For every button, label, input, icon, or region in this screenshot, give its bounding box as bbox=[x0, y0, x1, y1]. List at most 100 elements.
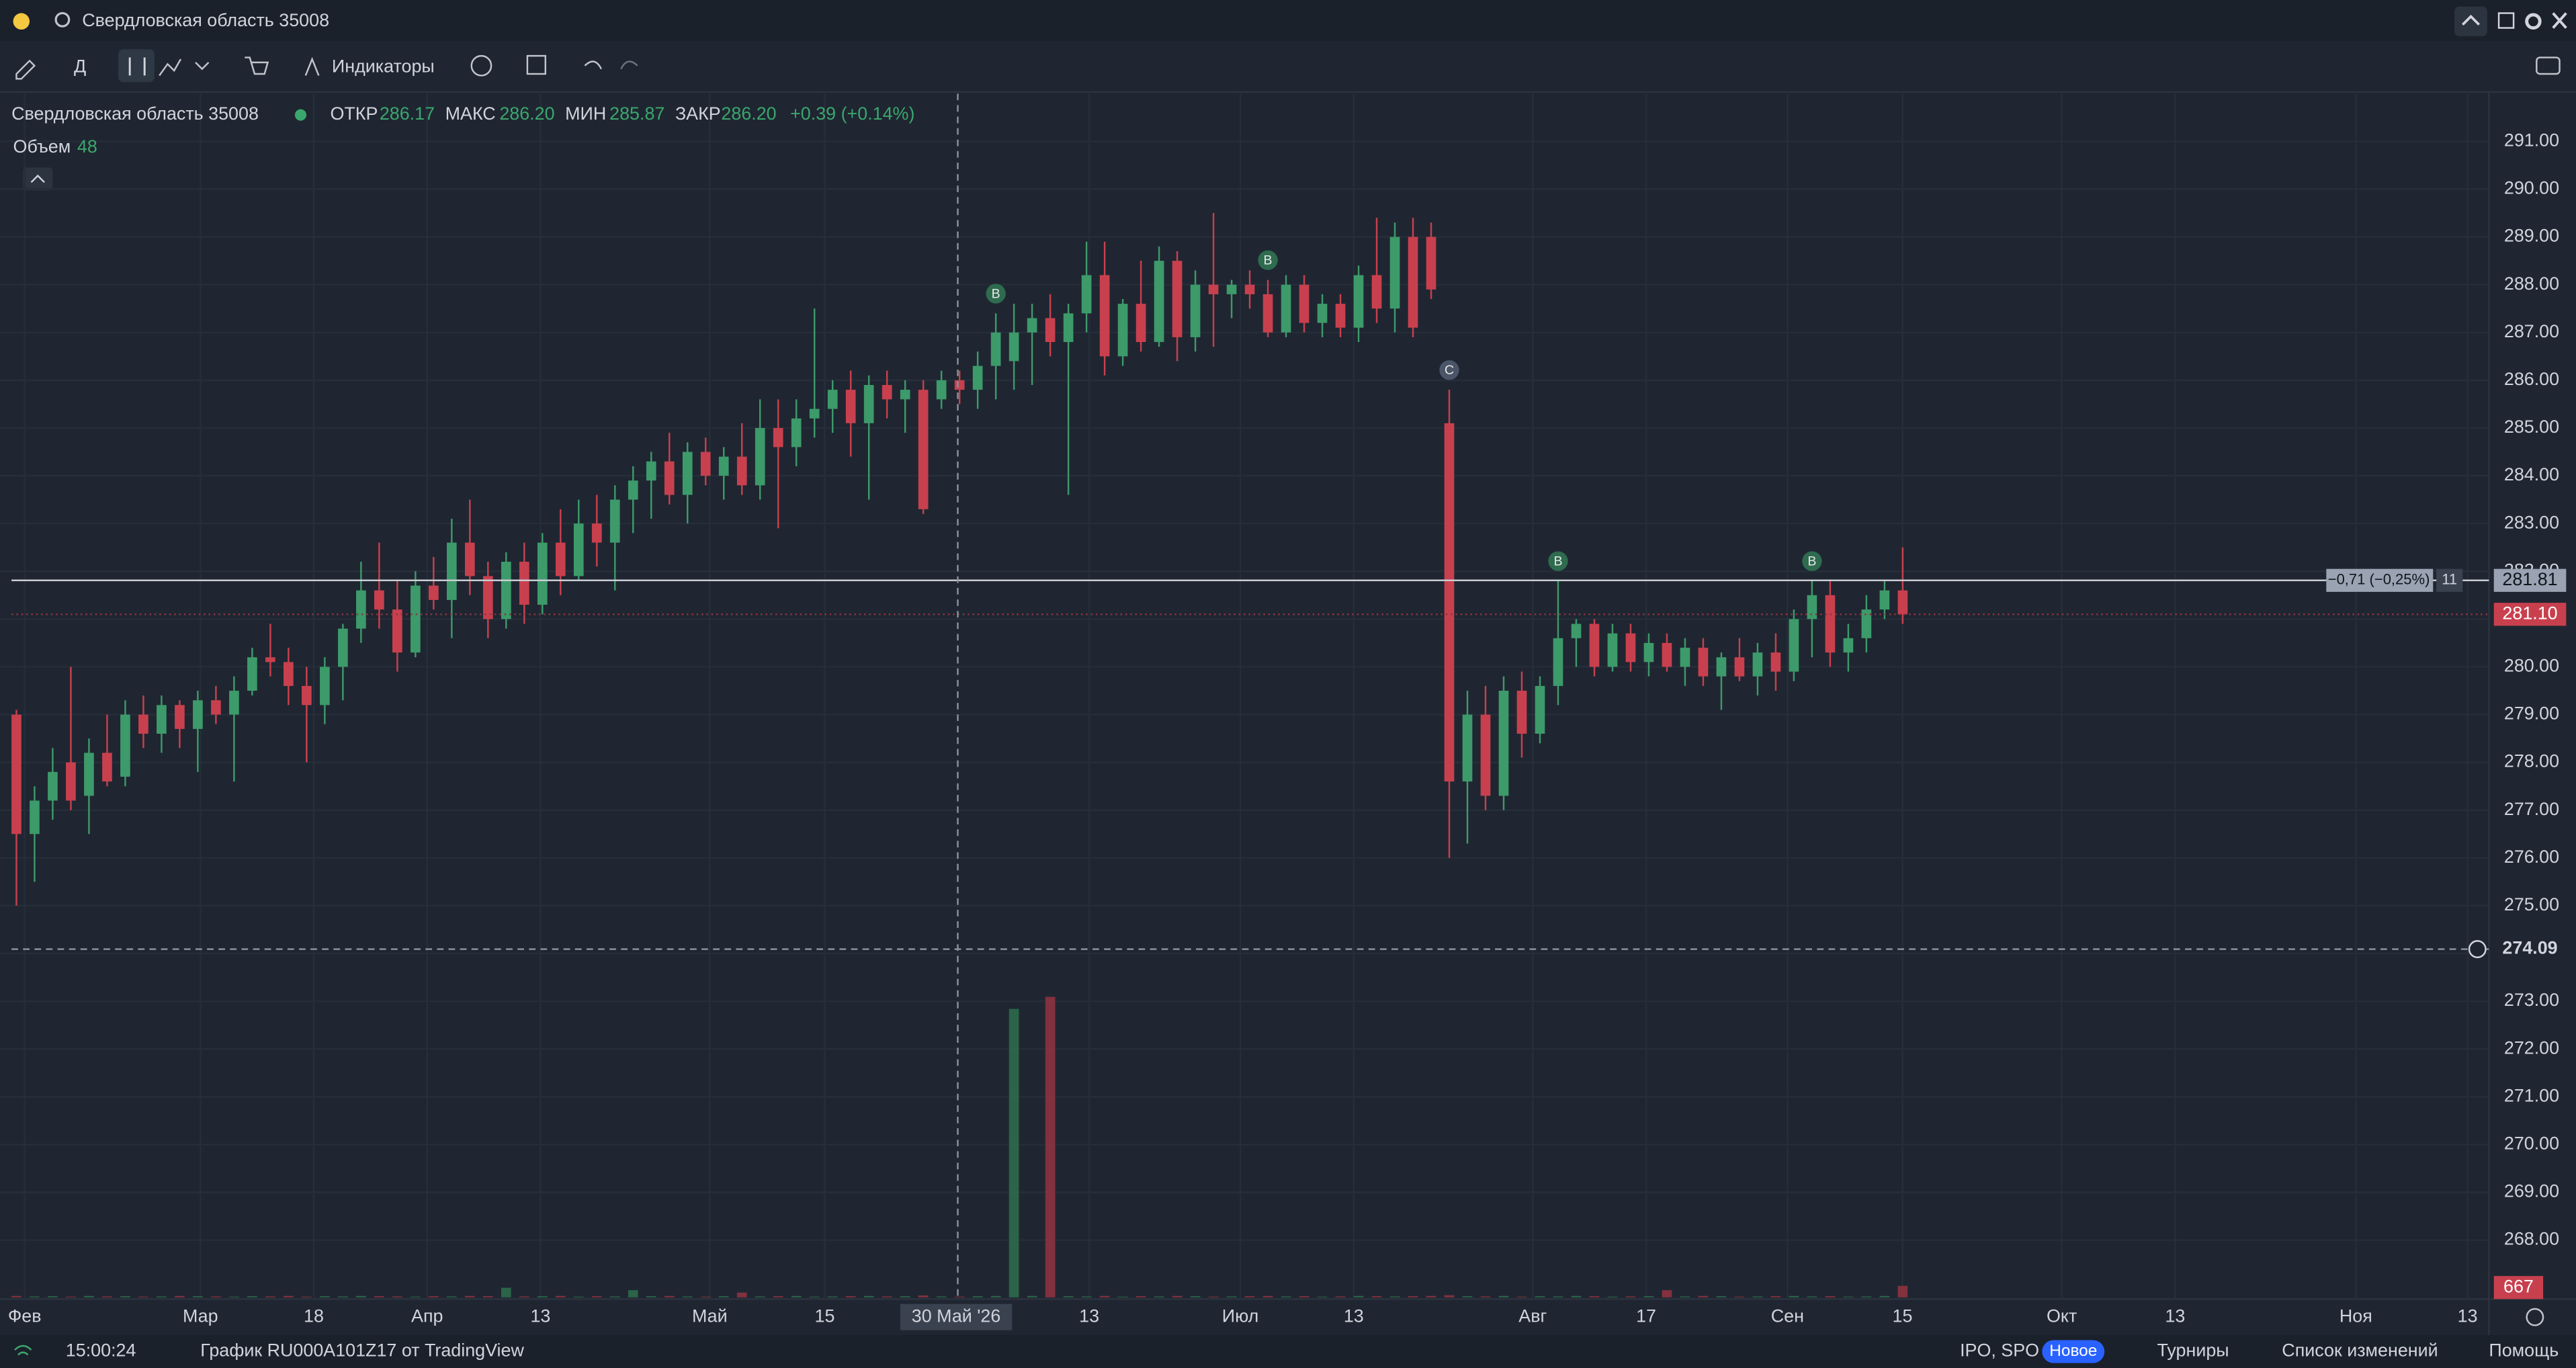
help-link[interactable]: Помощь bbox=[2489, 1340, 2559, 1361]
volume-bar bbox=[265, 1296, 275, 1297]
candle-body bbox=[1807, 595, 1817, 619]
settings-button[interactable] bbox=[2525, 13, 2542, 30]
snapshot-button[interactable] bbox=[2536, 56, 2561, 75]
volume-bar bbox=[1752, 1296, 1763, 1297]
collapse-button[interactable] bbox=[2454, 6, 2487, 36]
candles-button[interactable] bbox=[118, 49, 155, 83]
candle-body bbox=[1752, 652, 1763, 677]
trade-marker[interactable] bbox=[1258, 250, 1278, 270]
volume-bar bbox=[791, 1295, 802, 1297]
crosshair-price-label: 274.09 bbox=[2502, 938, 2557, 958]
volume-bar bbox=[1553, 1296, 1563, 1297]
volume-bar bbox=[1571, 1295, 1582, 1297]
clock: 15:00:24 bbox=[66, 1340, 136, 1361]
x-tick-label: 15 bbox=[815, 1306, 835, 1326]
volume-bar bbox=[374, 1296, 384, 1297]
window-dot[interactable] bbox=[13, 13, 30, 30]
interval-button[interactable]: Д bbox=[74, 56, 86, 76]
y-tick-label: 287.00 bbox=[2504, 321, 2559, 341]
price-change-label: −0,71 (−0,25%) bbox=[2328, 571, 2430, 588]
chart-info[interactable]: График RU000A101Z17 от TradingView bbox=[200, 1340, 524, 1361]
trade-marker[interactable] bbox=[1802, 551, 1822, 571]
volume-bar bbox=[863, 1295, 874, 1297]
toolbar bbox=[0, 41, 2576, 92]
legend-item: МИН bbox=[565, 103, 606, 124]
candle-body bbox=[1045, 318, 1056, 343]
candle-body bbox=[664, 461, 675, 495]
candle-body bbox=[1571, 624, 1582, 638]
indicators-button[interactable]: Индикаторы bbox=[332, 56, 435, 76]
candle-body bbox=[48, 771, 58, 801]
candle-body bbox=[1099, 275, 1110, 357]
y-tick-label: 273.00 bbox=[2504, 990, 2559, 1010]
chart-type-button[interactable] bbox=[159, 58, 182, 77]
tournaments-link[interactable]: Турниры bbox=[2157, 1340, 2229, 1361]
volume-bar bbox=[1154, 1296, 1164, 1297]
settings-icon[interactable] bbox=[2526, 1308, 2544, 1326]
x-tick-label: Окт bbox=[2047, 1306, 2077, 1326]
candle-body bbox=[755, 427, 765, 486]
candle-body bbox=[1825, 595, 1836, 653]
volume-bar bbox=[1081, 1296, 1092, 1297]
trade-marker[interactable] bbox=[1439, 360, 1459, 380]
volume-bar bbox=[537, 1296, 548, 1297]
legend-item: 286.20 bbox=[721, 103, 776, 124]
legend-item: ОТКР bbox=[330, 103, 378, 124]
volume-bar bbox=[1462, 1296, 1473, 1297]
volume-bar bbox=[900, 1296, 910, 1297]
candle-body bbox=[682, 452, 693, 495]
alert-button[interactable] bbox=[470, 54, 492, 77]
candle-body bbox=[211, 700, 221, 715]
candle-body bbox=[700, 452, 711, 476]
undo-button[interactable] bbox=[584, 60, 603, 70]
close-price-label: 281.10 bbox=[2502, 603, 2557, 623]
search-icon[interactable] bbox=[54, 11, 71, 28]
volume-bar bbox=[157, 1296, 167, 1297]
volume-bar bbox=[1589, 1296, 1600, 1297]
volume-bar bbox=[1698, 1295, 1709, 1297]
volume-bar bbox=[392, 1296, 402, 1297]
symbol-search[interactable]: Свердловская область 35008 bbox=[82, 10, 329, 30]
volume-bar bbox=[1680, 1296, 1690, 1297]
x-tick-label: Апр bbox=[411, 1306, 443, 1326]
layout-button[interactable] bbox=[526, 54, 547, 75]
x-tick-label: 13 bbox=[1344, 1306, 1364, 1326]
chart-type-dropdown[interactable] bbox=[195, 62, 210, 71]
redo-button[interactable] bbox=[620, 60, 638, 70]
candle-body bbox=[284, 662, 294, 686]
candle-body bbox=[1117, 304, 1128, 357]
volume-bar bbox=[1389, 1296, 1400, 1297]
volume-bar bbox=[482, 1296, 493, 1297]
volume-bar bbox=[247, 1296, 257, 1297]
volume-bar bbox=[755, 1296, 765, 1297]
trade-marker-label: C bbox=[1445, 363, 1454, 378]
volume-bar bbox=[519, 1296, 529, 1297]
y-tick-label: 280.00 bbox=[2504, 656, 2559, 676]
y-tick-label: 277.00 bbox=[2504, 799, 2559, 819]
volume-bar bbox=[48, 1296, 58, 1297]
trade-button[interactable] bbox=[245, 56, 269, 75]
x-tick-label: 15 bbox=[1893, 1306, 1913, 1326]
crosshair-add[interactable] bbox=[2468, 940, 2487, 959]
legend-toggle[interactable] bbox=[23, 167, 53, 191]
window-button[interactable] bbox=[2497, 12, 2515, 29]
volume-bar bbox=[1063, 1296, 1074, 1297]
close-button[interactable] bbox=[2552, 12, 2567, 29]
x-tick-label: 13 bbox=[2165, 1306, 2185, 1326]
ipo-link[interactable]: IPO, SPO bbox=[1960, 1340, 2039, 1361]
candle-body bbox=[591, 523, 602, 543]
y-tick-label: 283.00 bbox=[2504, 512, 2559, 532]
candle-body bbox=[845, 390, 856, 423]
changelog-link[interactable]: Список изменений bbox=[2282, 1340, 2438, 1361]
candle-body bbox=[1607, 633, 1618, 667]
trade-marker[interactable] bbox=[986, 284, 1006, 304]
draw-tool[interactable] bbox=[15, 59, 36, 80]
y-tick-label: 289.00 bbox=[2504, 226, 2559, 246]
volume-bar bbox=[1535, 1296, 1545, 1297]
candle-body bbox=[1480, 714, 1491, 796]
volume-bar bbox=[1861, 1296, 1872, 1297]
volume-value-box bbox=[2493, 1276, 2544, 1299]
trade-marker[interactable] bbox=[1548, 551, 1568, 571]
volume-bar bbox=[827, 1296, 838, 1297]
volume-bar bbox=[1662, 1290, 1672, 1297]
